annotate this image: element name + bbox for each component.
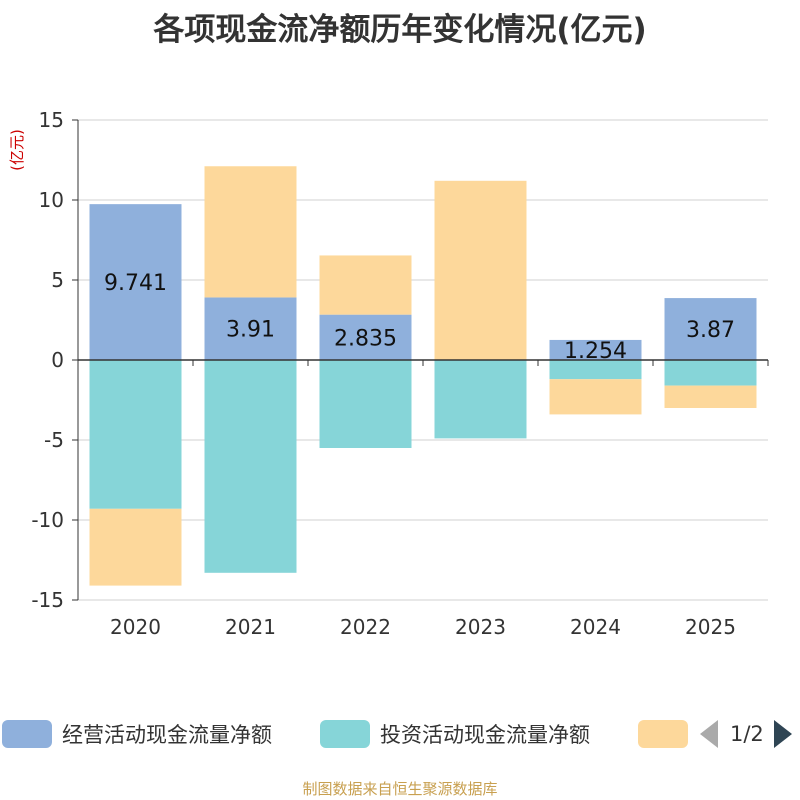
bar-2020-series-2[interactable] [89, 508, 182, 586]
chart-title: 各项现金流净额历年变化情况(亿元) [153, 12, 647, 48]
y-tick-label: -15 [31, 588, 64, 612]
legend-page-indicator: 1/2 [730, 722, 764, 746]
data-label-2022: 2.835 [334, 326, 397, 351]
y-tick-label: -10 [31, 508, 64, 532]
legend-prev-icon[interactable] [700, 720, 718, 748]
bar-2022-series-1[interactable] [319, 360, 412, 448]
legend-label-investing: 投资活动现金流量净额 [380, 723, 590, 747]
legend-swatch-operating [2, 720, 52, 748]
y-axis-unit-label: (亿元) [8, 129, 26, 171]
bar-2025-series-0[interactable] [664, 298, 757, 360]
y-axis-ticks: 15 10 5 0 -5 -10 -15 [31, 108, 79, 612]
legend-item-investing[interactable]: 投资活动现金流量净额 [320, 716, 590, 752]
x-tick-label: 2025 [685, 615, 736, 639]
bar-2021-series-0[interactable] [204, 297, 297, 360]
legend-item-operating[interactable]: 经营活动现金流量净额 [2, 716, 272, 752]
bar-2024-series-0[interactable] [549, 339, 642, 360]
data-label-2024: 1.254 [564, 339, 627, 364]
x-tick-label: 2024 [570, 615, 621, 639]
y-tick-label: 5 [51, 268, 64, 292]
bar-2025-series-2[interactable] [664, 385, 757, 408]
bar-2021-series-2[interactable] [204, 166, 297, 298]
bar-2024-series-2[interactable] [549, 379, 642, 415]
x-tick-label: 2023 [455, 615, 506, 639]
data-label-2020: 9.741 [104, 271, 167, 296]
legend-swatch-investing [320, 720, 370, 748]
bar-2024-series-1[interactable] [549, 360, 642, 380]
bar-2023-series-2[interactable] [434, 180, 527, 360]
bar-2020-series-0[interactable] [89, 204, 182, 360]
y-tick-label: 15 [39, 108, 64, 132]
x-tick-label: 2022 [340, 615, 391, 639]
legend-next-icon[interactable] [773, 720, 792, 748]
data-label-2025: 3.87 [686, 318, 735, 343]
bar-2021-series-1[interactable] [204, 360, 297, 573]
bar-2022-series-0[interactable] [319, 314, 412, 360]
legend-item-financing[interactable] [638, 716, 698, 752]
bar-2020-series-1[interactable] [89, 360, 182, 509]
x-axis: 2020 2021 2022 2023 2024 2025 [77, 359, 769, 639]
bar-2023-series-1[interactable] [434, 360, 527, 439]
y-tick-label: 10 [39, 188, 64, 212]
data-labels: 9.741 3.91 2.835 1.254 3.87 [104, 271, 735, 364]
y-tick-label: -5 [44, 428, 64, 452]
x-tick-label: 2020 [110, 615, 161, 639]
bars [89, 166, 757, 586]
legend: 经营活动现金流量净额 投资活动现金流量净额 1/2 [0, 716, 800, 752]
legend-label-operating: 经营活动现金流量净额 [62, 723, 272, 747]
bar-2022-series-2[interactable] [319, 255, 412, 315]
legend-swatch-financing [638, 720, 688, 748]
legend-pager: 1/2 [700, 716, 792, 752]
x-tick-label: 2021 [225, 615, 276, 639]
y-tick-label: 0 [51, 348, 64, 372]
source-note: 制图数据来自恒生聚源数据库 [302, 780, 498, 798]
data-label-2021: 3.91 [226, 318, 275, 343]
bar-2025-series-1[interactable] [664, 360, 757, 386]
